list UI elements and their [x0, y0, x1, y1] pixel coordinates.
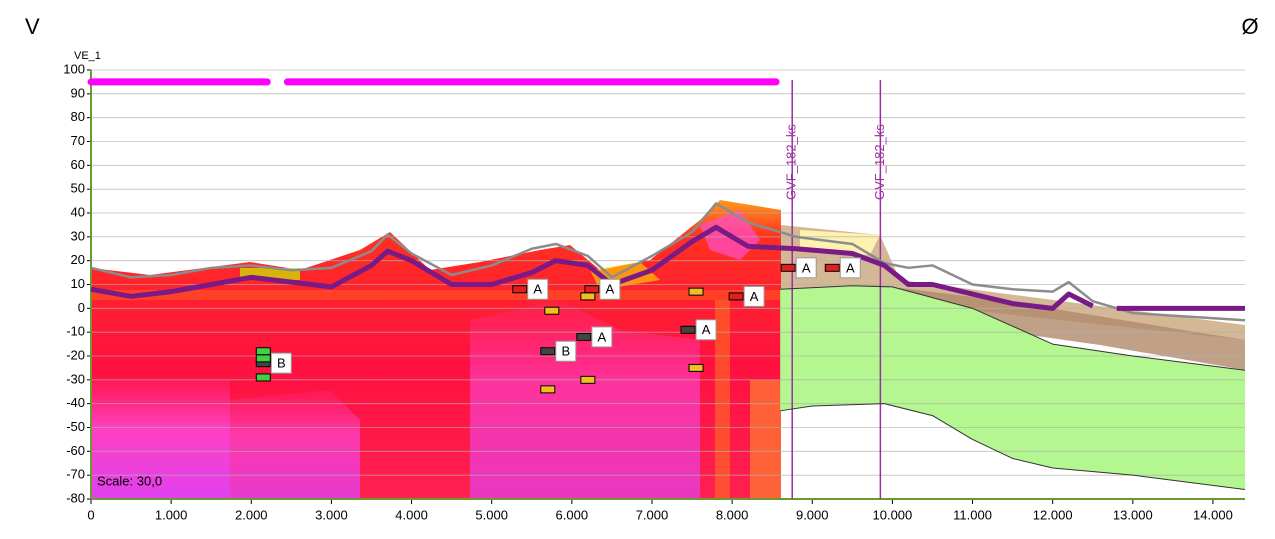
- x-tick-label: 0: [87, 507, 94, 522]
- series-line: [90, 224, 1245, 311]
- annotation-marker: [680, 325, 696, 334]
- annotation-box: [591, 326, 613, 348]
- scale-label: Scale: 30,0: [97, 473, 162, 488]
- x-tick-label: 3.000: [315, 507, 348, 522]
- annotation-marker: [580, 375, 596, 384]
- annotation-box: [795, 257, 817, 279]
- annotation-marker: [584, 285, 600, 294]
- annotation-marker: [544, 306, 560, 315]
- series-line: [780, 403, 1246, 490]
- annotation-box: [743, 285, 765, 307]
- annotation-box: [839, 257, 861, 279]
- x-tick-label: 11.000: [953, 507, 992, 522]
- y-tick-label: -30: [66, 371, 85, 386]
- x-tick-label: 2.000: [235, 507, 268, 522]
- y-axis-label: VE_1: [74, 50, 101, 62]
- annotation-box: [270, 352, 292, 374]
- y-tick-label: 60: [71, 157, 85, 172]
- y-tick-label: 100: [63, 61, 85, 76]
- x-tick-label: 8.000: [716, 507, 749, 522]
- y-tick-label: -20: [66, 347, 85, 362]
- annotation-label: A: [702, 322, 711, 337]
- x-tick-label: 14.000: [1193, 507, 1233, 522]
- annotation-label: A: [598, 329, 607, 344]
- y-tick-label: 20: [71, 252, 85, 267]
- x-tick-label: 5.000: [475, 507, 508, 522]
- y-tick-label: -50: [66, 419, 85, 434]
- x-tick-label: 1.000: [155, 507, 188, 522]
- y-tick-label: 40: [71, 204, 85, 219]
- series-line: [780, 285, 1246, 371]
- y-tick-label: 90: [71, 85, 85, 100]
- x-tick-label: 9.000: [796, 507, 829, 522]
- marker-label: GVF_182_ks: [784, 124, 799, 200]
- series-line: [90, 202, 1246, 322]
- y-tick-label: 70: [71, 133, 85, 148]
- y-tick-label: -40: [66, 395, 85, 410]
- annotation-marker: [255, 373, 271, 382]
- layer-fill: [780, 285, 1245, 490]
- x-tick-label: 10.000: [873, 507, 913, 522]
- annotation-box: [555, 340, 577, 362]
- annotation-marker: [540, 347, 556, 356]
- annotation-marker: [255, 354, 271, 363]
- y-tick-label: -80: [66, 490, 85, 505]
- annotation-label: A: [846, 260, 855, 275]
- x-tick-label: 7.000: [636, 507, 669, 522]
- annotation-label: A: [802, 260, 811, 275]
- annotation-marker: [512, 285, 528, 294]
- annotation-marker: [576, 332, 592, 341]
- annotation-marker: [780, 263, 796, 272]
- annotation-label: A: [533, 282, 542, 297]
- x-tick-label: 6.000: [556, 507, 589, 522]
- marker-label: GVF_182_ks: [872, 124, 887, 200]
- annotation-marker: [255, 347, 271, 356]
- annotation-marker: [580, 292, 596, 301]
- y-tick-label: 0: [78, 300, 85, 315]
- y-tick-label: 80: [71, 109, 85, 124]
- x-tick-label: 12.000: [1033, 507, 1073, 522]
- annotation-label: B: [561, 344, 570, 359]
- annotation-label: A: [606, 282, 615, 297]
- x-tick-label: 4.000: [395, 507, 428, 522]
- y-tick-label: 30: [71, 228, 85, 243]
- annotation-box: [695, 319, 717, 341]
- y-tick-label: -60: [66, 443, 85, 458]
- annotation-marker: [728, 292, 744, 301]
- annotation-marker: [688, 363, 704, 372]
- annotation-box: [599, 278, 621, 300]
- annotation-box: [527, 278, 549, 300]
- y-tick-label: -70: [66, 467, 85, 482]
- annotation-marker: [540, 385, 556, 394]
- annotation-marker: [688, 287, 704, 296]
- annotation-label: B: [277, 356, 286, 371]
- corner-label-right: Ø: [1241, 14, 1258, 39]
- annotation-marker: [824, 263, 840, 272]
- y-tick-label: 10: [71, 276, 85, 291]
- corner-label-left: V: [25, 14, 40, 39]
- annotation-label: A: [750, 289, 759, 304]
- y-tick-label: -10: [66, 324, 85, 339]
- x-tick-label: 13.000: [1113, 507, 1153, 522]
- y-tick-label: 50: [71, 181, 85, 196]
